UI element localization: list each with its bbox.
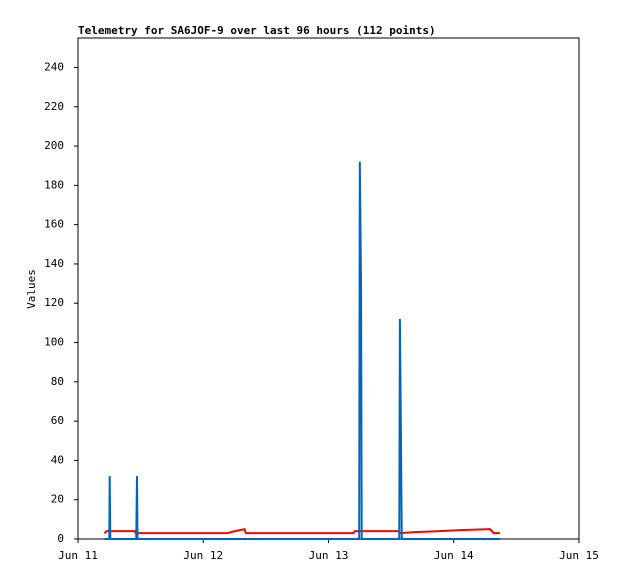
y-tick-label: 20 (51, 493, 64, 506)
y-tick-label: 200 (44, 139, 64, 152)
x-tick-label: Jun 11 (58, 549, 98, 562)
x-tick-label: Jun 13 (309, 549, 349, 562)
y-tick-label: 240 (44, 60, 64, 73)
y-tick-label: 180 (44, 178, 64, 191)
y-tick-label: 60 (51, 414, 64, 427)
y-tick-label: 40 (51, 453, 64, 466)
y-tick-label: 160 (44, 218, 64, 231)
y-axis-label: Values (25, 269, 38, 309)
x-tick-label: Jun 14 (434, 549, 474, 562)
y-tick-label: 220 (44, 100, 64, 113)
data-line (103, 528, 501, 535)
y-tick-label: 0 (57, 532, 64, 545)
y-tick-label: 80 (51, 375, 64, 388)
y-tick-label: 140 (44, 257, 64, 270)
y-tick-label: 100 (44, 336, 64, 349)
x-tick-label: Jun 15 (559, 549, 599, 562)
plot-frame (77, 37, 580, 540)
x-tick-label: Jun 12 (183, 549, 223, 562)
y-tick-label: 120 (44, 296, 64, 309)
chart-title: Telemetry for SA6JOF-9 over last 96 hour… (78, 24, 436, 37)
data-line (104, 161, 501, 540)
